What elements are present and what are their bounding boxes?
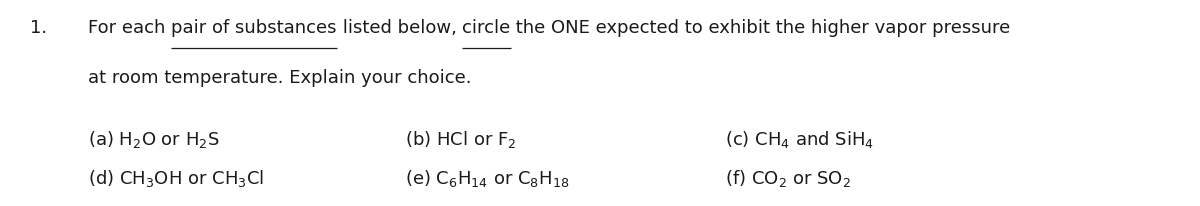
- Text: 1.: 1.: [30, 19, 47, 37]
- Text: at room temperature. Explain your choice.: at room temperature. Explain your choice…: [88, 68, 472, 86]
- Text: (c) $\mathregular{CH_4}$ and $\mathregular{SiH_4}$: (c) $\mathregular{CH_4}$ and $\mathregul…: [725, 128, 874, 149]
- Text: (a) $\mathregular{H_2O}$ or $\mathregular{H_2S}$: (a) $\mathregular{H_2O}$ or $\mathregula…: [88, 128, 220, 149]
- Text: listed below,: listed below,: [337, 19, 462, 37]
- Text: (d) $\mathregular{CH_3}$OH or $\mathregular{CH_3}$Cl: (d) $\mathregular{CH_3}$OH or $\mathregu…: [88, 167, 264, 188]
- Text: the ONE expected to exhibit the higher vapor pressure: the ONE expected to exhibit the higher v…: [510, 19, 1010, 37]
- Text: (f) $\mathregular{CO_2}$ or $\mathregular{SO_2}$: (f) $\mathregular{CO_2}$ or $\mathregula…: [725, 167, 851, 188]
- Text: For each: For each: [88, 19, 172, 37]
- Text: (b) HCl or $\mathregular{F_2}$: (b) HCl or $\mathregular{F_2}$: [406, 128, 516, 149]
- Text: circle: circle: [462, 19, 510, 37]
- Text: pair of substances: pair of substances: [172, 19, 337, 37]
- Text: (e) $\mathregular{C_6H_{14}}$ or $\mathregular{C_8H_{18}}$: (e) $\mathregular{C_6H_{14}}$ or $\mathr…: [406, 167, 569, 188]
